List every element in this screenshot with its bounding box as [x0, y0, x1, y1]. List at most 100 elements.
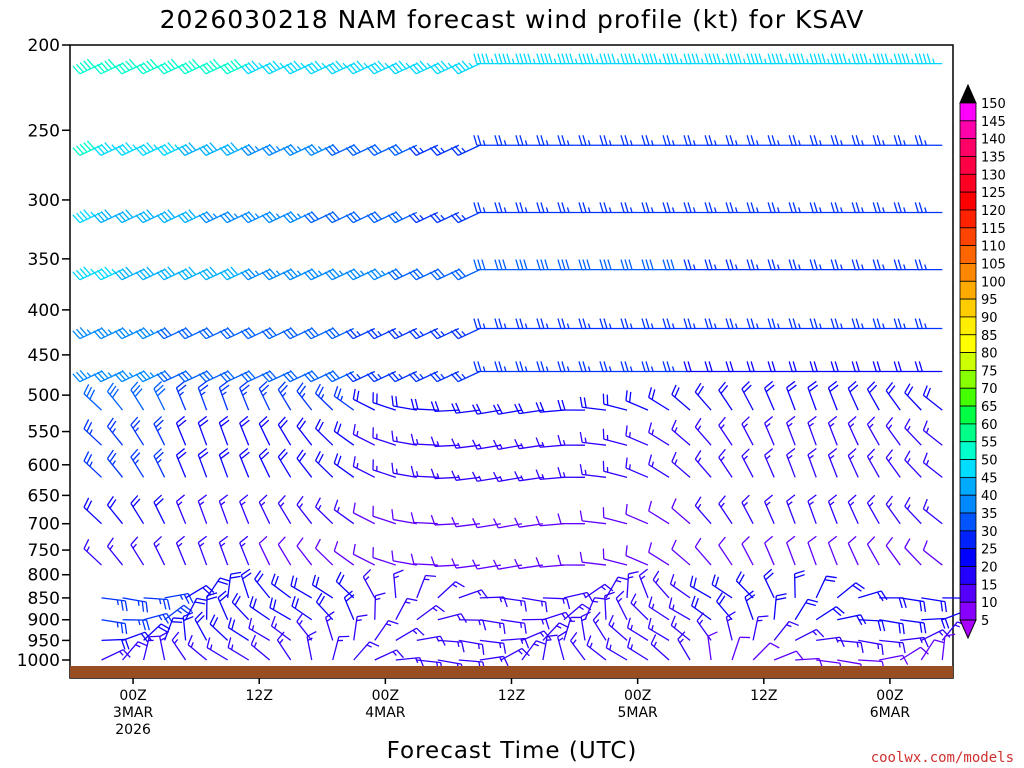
wind-barb [258, 416, 271, 446]
wind-barb [866, 536, 880, 566]
wind-barb [696, 612, 712, 641]
wind-barb [788, 135, 817, 146]
colorbar-label: 80 [981, 347, 998, 362]
wind-barb [106, 537, 124, 566]
wind-barb [374, 592, 386, 620]
wind-barb [752, 615, 769, 641]
wind-barb [314, 538, 334, 566]
wind-barb [159, 630, 170, 661]
wind-barb [807, 380, 819, 411]
colorbar-swatch [959, 566, 977, 585]
wind-barb [578, 361, 606, 373]
wind-barb [584, 583, 614, 599]
wind-barb [130, 495, 145, 525]
wind-barb [249, 596, 271, 621]
wind-barb [921, 597, 948, 613]
colorbar-label: 35 [981, 507, 998, 522]
wind-barb [725, 361, 754, 373]
wind-barb [914, 318, 943, 330]
y-tick-label: 450 [28, 346, 60, 366]
wind-barb [788, 318, 817, 330]
wind-barb [372, 427, 396, 446]
wind-barb [458, 589, 489, 599]
wind-barb [303, 327, 334, 340]
wind-barb [885, 495, 901, 525]
colorbar-label: 10 [981, 596, 998, 611]
wind-barb [866, 381, 880, 411]
wind-barb [764, 448, 775, 478]
wind-barb [535, 437, 564, 448]
wind-barb [175, 380, 187, 411]
colorbar-swatch [959, 583, 977, 603]
y-tick-label: 850 [28, 589, 60, 609]
wind-barb [106, 449, 124, 478]
wind-barb [542, 634, 558, 661]
wind-barb [586, 635, 607, 661]
y-tick-label: 500 [28, 386, 60, 406]
wind-barb [704, 259, 733, 271]
wind-barb [851, 361, 880, 373]
wind-barb [494, 135, 522, 146]
wind-barb [922, 385, 943, 411]
wind-barb [535, 401, 564, 413]
wind-barb [536, 259, 564, 271]
wind-barb [620, 53, 649, 65]
wind-barb [718, 416, 733, 446]
wind-barb [521, 597, 548, 613]
x-tick-label: 00Z [876, 688, 903, 704]
wind-barb [352, 423, 376, 446]
wind-barb [764, 415, 775, 446]
wind-barb [638, 568, 649, 599]
x-tick-label: 6MAR [870, 705, 911, 721]
wind-barb [668, 597, 691, 621]
wind-barb [296, 495, 313, 525]
wind-barb [922, 420, 943, 446]
wind-barb [670, 615, 691, 641]
colorbar-label: 130 [981, 168, 1006, 183]
wind-barb [395, 597, 418, 621]
wind-barb [767, 202, 796, 214]
wind-barb [535, 515, 564, 527]
wind-barb [372, 505, 396, 525]
y-tick-label: 800 [28, 566, 60, 586]
wind-barb [239, 380, 250, 411]
wind-barb [662, 202, 691, 214]
y-tick-label: 550 [28, 423, 60, 443]
colorbar-swatch [959, 245, 977, 264]
wind-barb [500, 619, 527, 634]
colorbar-label: 150 [981, 97, 1006, 112]
wind-barb [437, 613, 468, 623]
wind-barb [599, 202, 627, 214]
wind-barb [872, 53, 901, 65]
wind-barb [416, 574, 436, 599]
wind-barb [258, 380, 271, 411]
wind-barb [816, 636, 845, 648]
wind-barb [941, 633, 956, 661]
wind-barb [773, 593, 787, 620]
wind-barb [914, 259, 943, 271]
wind-barb [494, 361, 522, 373]
wind-barb [296, 612, 313, 641]
wind-barb [258, 448, 271, 478]
wind-barb [515, 259, 543, 271]
wind-barb [557, 399, 585, 411]
wind-barb [900, 597, 927, 612]
x-tick-label: 12Z [750, 688, 777, 704]
wind-barb [809, 53, 838, 65]
wind-barb [72, 58, 102, 75]
wind-barb [731, 636, 751, 661]
wind-barb [707, 631, 718, 661]
colorbar-label: 15 [981, 578, 998, 593]
wind-barb [752, 642, 780, 661]
wind-barb [793, 570, 805, 598]
wind-barb [786, 448, 796, 478]
wind-barb [625, 457, 649, 478]
x-tick-label: 12Z [246, 688, 273, 704]
wind-barb [277, 494, 292, 525]
wind-barb [391, 550, 417, 566]
wind-barb [866, 416, 880, 446]
wind-barb [683, 318, 712, 330]
wind-barb [494, 259, 522, 271]
wind-barb [515, 135, 543, 146]
wind-barb [314, 383, 334, 411]
